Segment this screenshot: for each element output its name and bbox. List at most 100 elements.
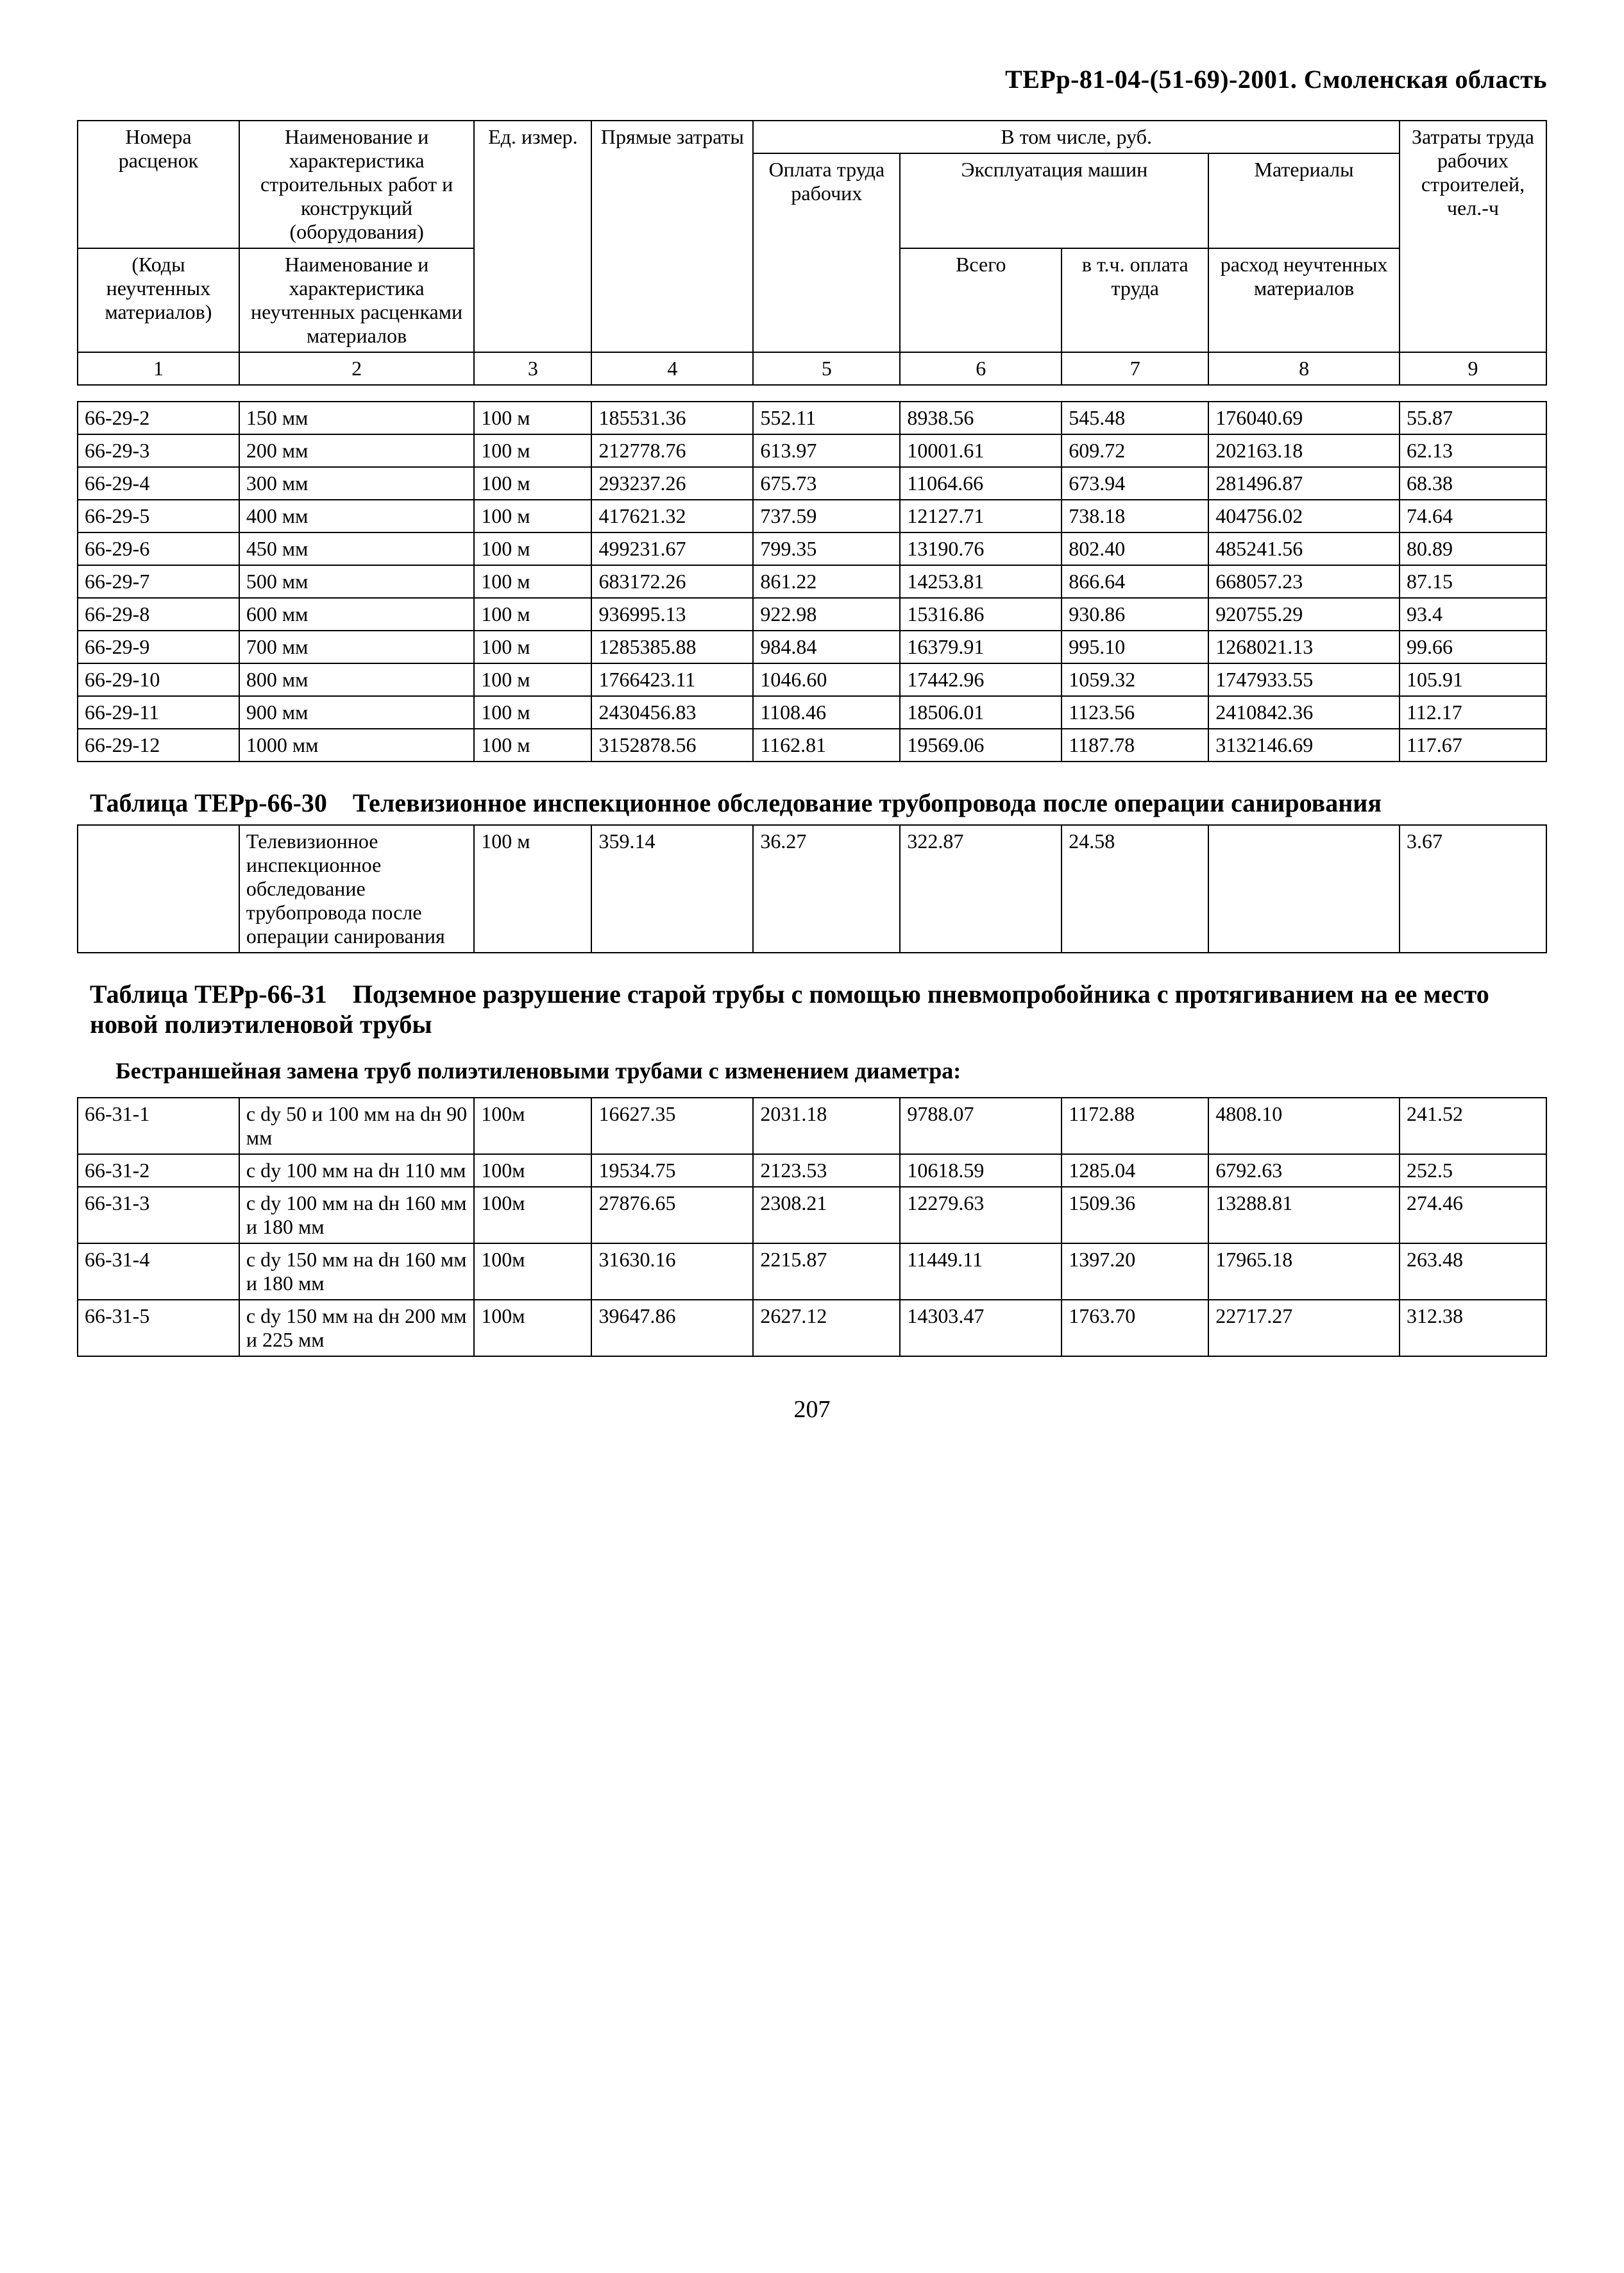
cell-c5: 36.27 — [753, 825, 900, 953]
cell-name: 400 мм — [239, 500, 474, 532]
cell-c6: 8938.56 — [900, 402, 1062, 434]
cell-c7: 1059.32 — [1062, 663, 1208, 696]
cell-code: 66-29-11 — [78, 696, 239, 729]
hdr-col1b: (Коды неучтенных материалов) — [78, 248, 239, 352]
cell-c5: 737.59 — [753, 500, 900, 532]
cell-name: с dу 150 мм на dн 200 мм и 225 мм — [239, 1300, 474, 1356]
cell-c8: 3132146.69 — [1208, 729, 1400, 762]
cell-c6: 9788.07 — [900, 1098, 1062, 1154]
hnum-4: 4 — [591, 352, 753, 385]
cell-code: 66-31-1 — [78, 1098, 239, 1154]
cell-c6: 10001.61 — [900, 434, 1062, 467]
cell-c9: 112.17 — [1400, 696, 1546, 729]
hdr-col1: Номера расценок — [78, 121, 239, 248]
hdr-col5: Оплата труда рабочих — [753, 153, 900, 352]
cell-c5: 675.73 — [753, 467, 900, 500]
cell-c4: 1766423.11 — [591, 663, 753, 696]
cell-c7: 1763.70 — [1062, 1300, 1208, 1356]
hnum-8: 8 — [1208, 352, 1400, 385]
table-row: 66-29-11900 мм100 м2430456.831108.461850… — [78, 696, 1546, 729]
page-number: 207 — [77, 1395, 1547, 1424]
cell-unit: 100 м — [474, 532, 591, 565]
cell-c7: 930.86 — [1062, 598, 1208, 631]
cell-c4: 212778.76 — [591, 434, 753, 467]
cell-name: 700 мм — [239, 631, 474, 663]
cell-c4: 31630.16 — [591, 1243, 753, 1300]
cell-c4: 293237.26 — [591, 467, 753, 500]
cell-unit: 100м — [474, 1300, 591, 1356]
cell-c4: 3152878.56 — [591, 729, 753, 762]
cell-code: 66-31-3 — [78, 1187, 239, 1243]
table-row: 66-29-121000 мм100 м3152878.561162.81195… — [78, 729, 1546, 762]
hdr-col2b: Наименование и характеристика неучтенных… — [239, 248, 474, 352]
cell-name: 300 мм — [239, 467, 474, 500]
cell-code: 66-29-4 — [78, 467, 239, 500]
hdr-col6to7: Эксплуатация машин — [900, 153, 1208, 248]
cell-c8 — [1208, 825, 1400, 953]
cell-c5: 2215.87 — [753, 1243, 900, 1300]
cell-c7: 1509.36 — [1062, 1187, 1208, 1243]
cell-name: с dу 50 и 100 мм на dн 90 мм — [239, 1098, 474, 1154]
cell-c9: 312.38 — [1400, 1300, 1546, 1356]
cell-name: 1000 мм — [239, 729, 474, 762]
cell-name: с dу 150 мм на dн 160 мм и 180 мм — [239, 1243, 474, 1300]
cell-c8: 2410842.36 — [1208, 696, 1400, 729]
cell-c8: 13288.81 — [1208, 1187, 1400, 1243]
cell-c9: 99.66 — [1400, 631, 1546, 663]
hnum-3: 3 — [474, 352, 591, 385]
cell-code — [78, 825, 239, 953]
cell-c5: 1162.81 — [753, 729, 900, 762]
hdr-col9: Затраты труда рабочих строителей, чел.-ч — [1400, 121, 1546, 352]
table-66-31: 66-31-1с dу 50 и 100 мм на dн 90 мм100м1… — [77, 1097, 1547, 1357]
hnum-2: 2 — [239, 352, 474, 385]
table-row: 66-29-9700 мм100 м1285385.88984.8416379.… — [78, 631, 1546, 663]
hnum-6: 6 — [900, 352, 1062, 385]
cell-c5: 799.35 — [753, 532, 900, 565]
cell-c4: 19534.75 — [591, 1154, 753, 1187]
cell-c8: 6792.63 — [1208, 1154, 1400, 1187]
cell-c9: 252.5 — [1400, 1154, 1546, 1187]
cell-code: 66-31-5 — [78, 1300, 239, 1356]
cell-c7: 1123.56 — [1062, 696, 1208, 729]
cell-c9: 263.48 — [1400, 1243, 1546, 1300]
header-num-row: 1 2 3 4 5 6 7 8 9 — [78, 352, 1546, 385]
cell-c5: 2308.21 — [753, 1187, 900, 1243]
hdr-col6b: Всего — [900, 248, 1062, 352]
table-row: 66-31-1с dу 50 и 100 мм на dн 90 мм100м1… — [78, 1098, 1546, 1154]
cell-name: 450 мм — [239, 532, 474, 565]
cell-name: 800 мм — [239, 663, 474, 696]
cell-code: 66-29-3 — [78, 434, 239, 467]
cell-c5: 2031.18 — [753, 1098, 900, 1154]
header-row-1: Номера расценок Наименование и характери… — [78, 121, 1546, 153]
cell-c5: 861.22 — [753, 565, 900, 598]
hnum-1: 1 — [78, 352, 239, 385]
table-row: 66-29-8600 мм100 м936995.13922.9815316.8… — [78, 598, 1546, 631]
cell-c8: 17965.18 — [1208, 1243, 1400, 1300]
hdr-col8b: расход неучтенных материалов — [1208, 248, 1400, 352]
table-row: 66-31-3с dу 100 мм на dн 160 мм и 180 мм… — [78, 1187, 1546, 1243]
cell-c9: 74.64 — [1400, 500, 1546, 532]
cell-name: с dу 100 мм на dн 110 мм — [239, 1154, 474, 1187]
cell-unit: 100 м — [474, 825, 591, 953]
cell-unit: 100 м — [474, 402, 591, 434]
cell-unit: 100м — [474, 1154, 591, 1187]
cell-c4: 39647.86 — [591, 1300, 753, 1356]
cell-name: с dу 100 мм на dн 160 мм и 180 мм — [239, 1187, 474, 1243]
cell-c9: 62.13 — [1400, 434, 1546, 467]
cell-unit: 100 м — [474, 467, 591, 500]
cell-name: 600 мм — [239, 598, 474, 631]
section-31-title: Таблица ТЕРр-66-31 Подземное разрушение … — [77, 979, 1547, 1039]
cell-name: 500 мм — [239, 565, 474, 598]
cell-c4: 185531.36 — [591, 402, 753, 434]
cell-unit: 100м — [474, 1187, 591, 1243]
cell-name: 150 мм — [239, 402, 474, 434]
table-row: 66-31-2с dу 100 мм на dн 110 мм100м19534… — [78, 1154, 1546, 1187]
cell-code: 66-29-12 — [78, 729, 239, 762]
cell-c5: 2627.12 — [753, 1300, 900, 1356]
hdr-col4: Прямые затраты — [591, 121, 753, 352]
cell-c7: 866.64 — [1062, 565, 1208, 598]
cell-c6: 11064.66 — [900, 467, 1062, 500]
cell-c5: 2123.53 — [753, 1154, 900, 1187]
section-30-title: Таблица ТЕРр-66-30 Телевизионное инспекц… — [77, 788, 1547, 818]
cell-c8: 920755.29 — [1208, 598, 1400, 631]
